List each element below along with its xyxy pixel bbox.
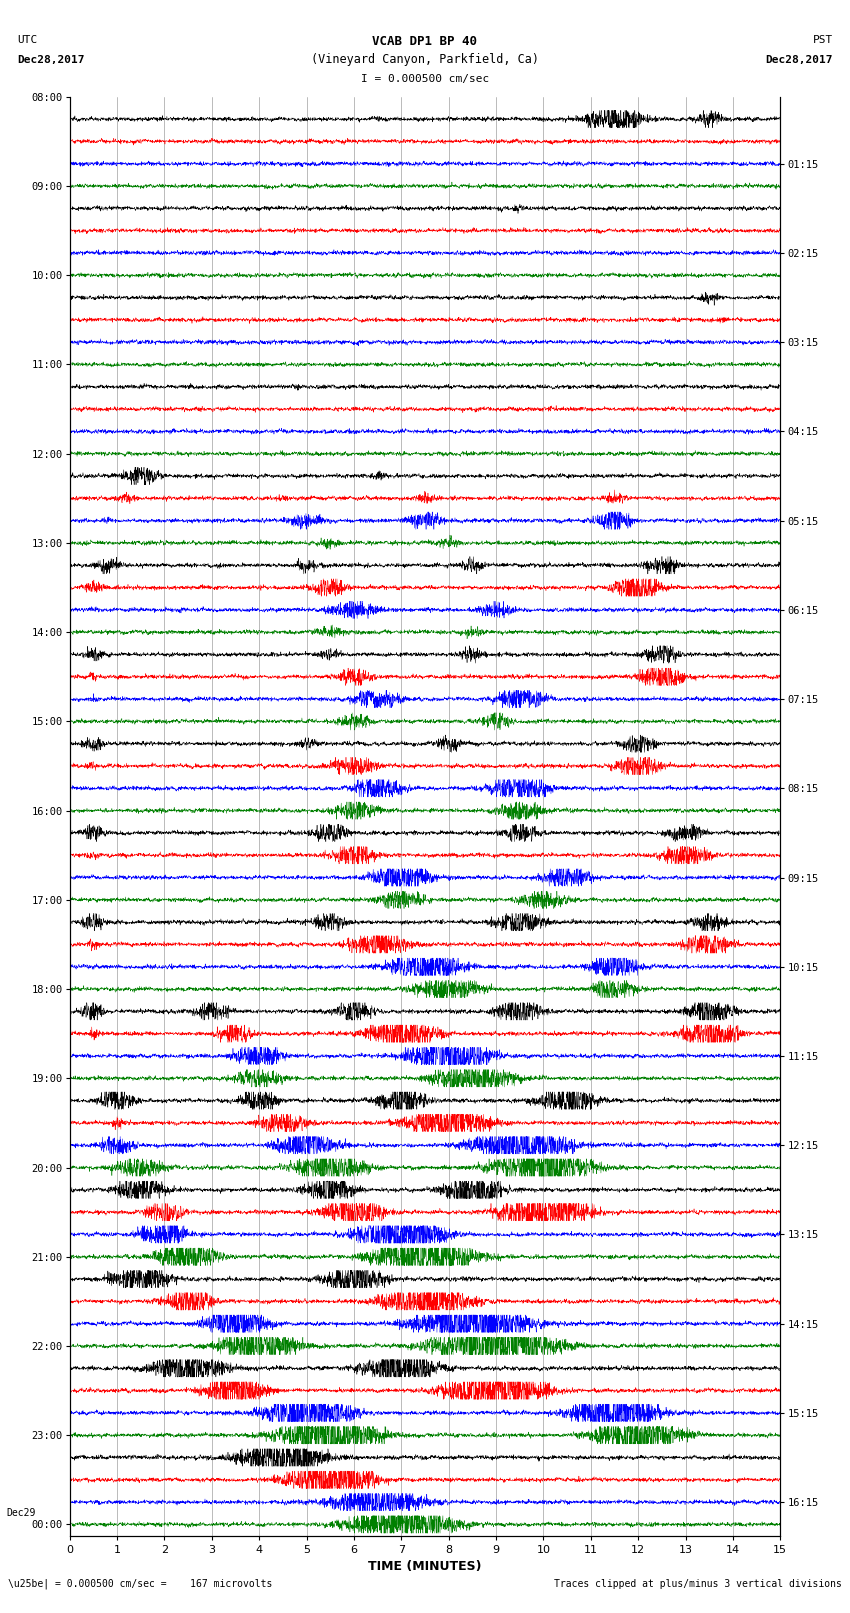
Text: PST: PST bbox=[813, 35, 833, 45]
Text: (Vineyard Canyon, Parkfield, Ca): (Vineyard Canyon, Parkfield, Ca) bbox=[311, 53, 539, 66]
Text: I = 0.000500 cm/sec: I = 0.000500 cm/sec bbox=[361, 74, 489, 84]
Text: Dec29: Dec29 bbox=[7, 1508, 36, 1518]
Text: Dec28,2017: Dec28,2017 bbox=[766, 55, 833, 65]
Text: Traces clipped at plus/minus 3 vertical divisions: Traces clipped at plus/minus 3 vertical … bbox=[553, 1579, 842, 1589]
X-axis label: TIME (MINUTES): TIME (MINUTES) bbox=[368, 1560, 482, 1573]
Text: VCAB DP1 BP 40: VCAB DP1 BP 40 bbox=[372, 35, 478, 48]
Text: UTC: UTC bbox=[17, 35, 37, 45]
Text: \u25be| = 0.000500 cm/sec =    167 microvolts: \u25be| = 0.000500 cm/sec = 167 microvol… bbox=[8, 1579, 273, 1589]
Text: Dec28,2017: Dec28,2017 bbox=[17, 55, 84, 65]
